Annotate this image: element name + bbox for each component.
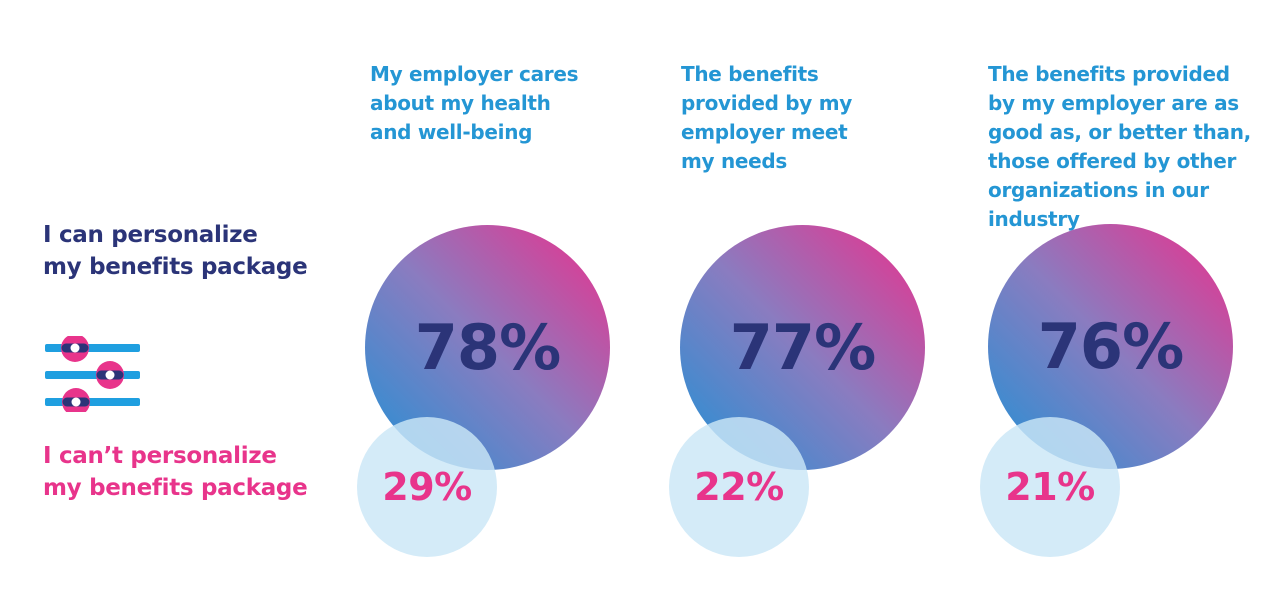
bubble-cant-personalize: 21% [980, 417, 1120, 557]
slider-bar-2 [45, 371, 140, 379]
slider-knob-1-hole [70, 343, 80, 353]
column-header: The benefits provided by my employer are… [988, 62, 1251, 231]
percent-value-cant: 22% [694, 465, 784, 509]
column-header: The benefits provided by my employer mee… [681, 62, 852, 173]
slider-bar-1 [45, 344, 140, 352]
column-header: My employer cares about my health and we… [370, 62, 579, 144]
legend-cant-personalize-label: I can’t personalize my benefits package [43, 443, 308, 501]
bubble-cant-personalize: 22% [669, 417, 809, 557]
percent-value-can: 78% [414, 311, 561, 384]
slider-bar-3 [45, 398, 140, 406]
slider-knob-2-hole [105, 370, 115, 380]
percent-value-can: 76% [1037, 310, 1184, 383]
legend-can-personalize-label: I can personalize my benefits package [43, 222, 308, 280]
slider-knob-3-hole [71, 397, 81, 407]
percent-value-cant: 21% [1005, 465, 1095, 509]
percent-value-cant: 29% [382, 465, 472, 509]
sliders-icon [45, 336, 140, 412]
bubble-cant-personalize: 29% [357, 417, 497, 557]
percent-value-can: 77% [729, 311, 876, 384]
